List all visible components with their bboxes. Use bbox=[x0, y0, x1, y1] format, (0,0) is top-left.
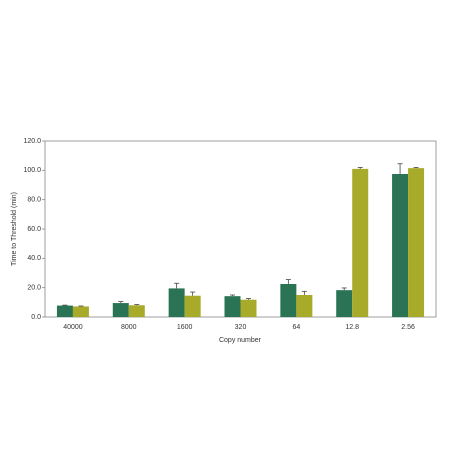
bar bbox=[224, 296, 241, 317]
y-tick-label: 20.0 bbox=[27, 285, 41, 292]
error-bar bbox=[230, 294, 235, 297]
y-tick-label: 100.0 bbox=[23, 167, 41, 174]
y-tick-label: 80.0 bbox=[27, 197, 41, 204]
error-bar bbox=[357, 166, 363, 169]
error-bar bbox=[413, 166, 419, 169]
error-bar bbox=[190, 291, 196, 296]
error-bar bbox=[246, 298, 251, 300]
error-bar bbox=[118, 301, 124, 304]
y-tick-label: 60.0 bbox=[27, 226, 41, 233]
error-bar bbox=[174, 282, 180, 289]
x-tick-label: 64 bbox=[292, 324, 300, 331]
error-bar bbox=[134, 304, 140, 306]
x-axis-label: Copy number bbox=[219, 337, 262, 344]
bar bbox=[112, 303, 129, 317]
bar bbox=[128, 305, 145, 317]
error-bar bbox=[285, 279, 291, 284]
bar bbox=[408, 168, 425, 317]
bar bbox=[240, 299, 257, 317]
bar bbox=[72, 306, 89, 317]
x-tick-label: 1600 bbox=[177, 324, 193, 331]
x-tick-label: 320 bbox=[235, 324, 247, 331]
bar bbox=[296, 295, 313, 317]
plot-frame bbox=[44, 140, 437, 318]
y-axis-label: Time to Threshold (min) bbox=[11, 192, 18, 266]
x-tick-label: 40000 bbox=[63, 324, 83, 331]
bar bbox=[352, 168, 369, 317]
bar bbox=[184, 295, 201, 317]
bar bbox=[168, 288, 185, 317]
x-tick-label: 8000 bbox=[121, 324, 137, 331]
error-bar bbox=[397, 163, 403, 174]
bar bbox=[280, 284, 297, 317]
bar bbox=[392, 174, 409, 317]
error-bar bbox=[301, 290, 307, 295]
y-tick-label: 120.0 bbox=[23, 138, 41, 145]
x-tick-label: 12.8 bbox=[345, 324, 359, 331]
y-tick-label: 40.0 bbox=[27, 255, 41, 262]
y-tick-label: 0.0 bbox=[31, 314, 41, 321]
x-tick-label: 2.56 bbox=[401, 324, 415, 331]
bar bbox=[56, 305, 73, 317]
bar bbox=[336, 290, 353, 317]
error-bar bbox=[341, 287, 347, 291]
